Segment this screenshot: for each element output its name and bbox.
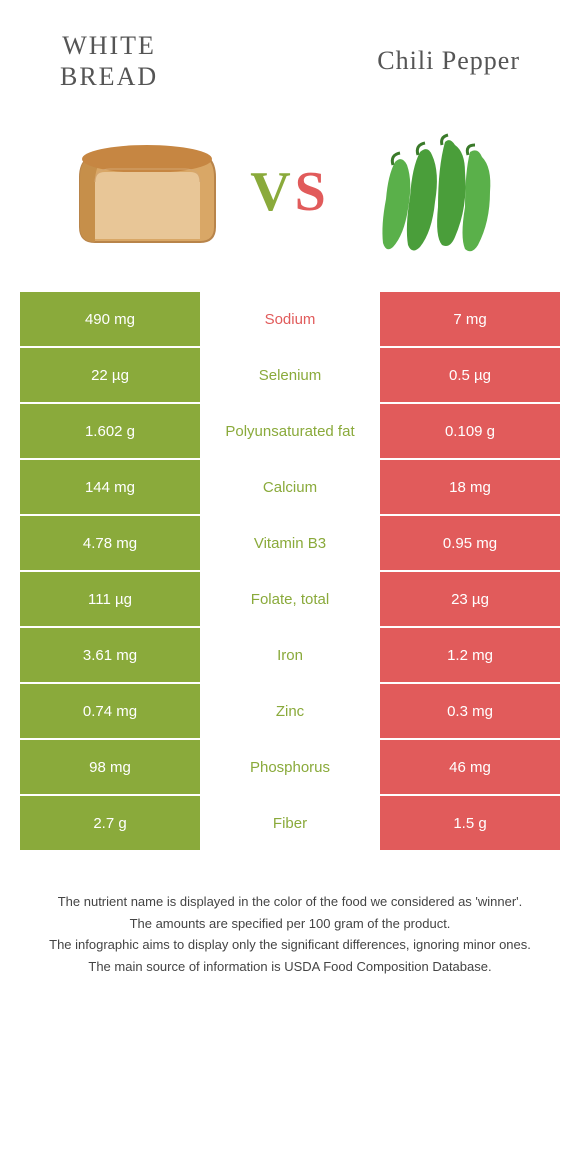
left-value: 0.74 mg xyxy=(20,684,200,738)
right-value: 0.5 µg xyxy=(380,348,560,402)
left-title-line2: Bread xyxy=(60,61,158,92)
left-value: 98 mg xyxy=(20,740,200,794)
right-value: 0.3 mg xyxy=(380,684,560,738)
bread-icon xyxy=(60,122,230,262)
left-value: 1.602 g xyxy=(20,404,200,458)
vs-label: VS xyxy=(250,160,330,224)
footer-line3: The infographic aims to display only the… xyxy=(30,935,550,955)
right-value: 0.95 mg xyxy=(380,516,560,570)
nutrient-label: Folate, total xyxy=(200,572,380,626)
chili-pepper-icon xyxy=(350,122,520,262)
nutrient-label: Polyunsaturated fat xyxy=(200,404,380,458)
table-row: 111 µgFolate, total23 µg xyxy=(20,572,560,628)
nutrient-label: Selenium xyxy=(200,348,380,402)
vs-v-letter: V xyxy=(250,161,294,223)
right-value: 46 mg xyxy=(380,740,560,794)
footer-line1: The nutrient name is displayed in the co… xyxy=(30,892,550,912)
table-row: 98 mgPhosphorus46 mg xyxy=(20,740,560,796)
header: White Bread Chili Pepper xyxy=(0,0,580,102)
table-row: 4.78 mgVitamin B30.95 mg xyxy=(20,516,560,572)
left-food-title: White Bread xyxy=(60,30,158,92)
left-value: 490 mg xyxy=(20,292,200,346)
table-row: 3.61 mgIron1.2 mg xyxy=(20,628,560,684)
table-row: 0.74 mgZinc0.3 mg xyxy=(20,684,560,740)
footer-notes: The nutrient name is displayed in the co… xyxy=(0,852,580,998)
vs-s-letter: S xyxy=(295,161,330,223)
right-value: 1.5 g xyxy=(380,796,560,850)
table-row: 490 mgSodium7 mg xyxy=(20,292,560,348)
nutrient-table: 490 mgSodium7 mg22 µgSelenium0.5 µg1.602… xyxy=(20,292,560,852)
vs-row: VS xyxy=(0,102,580,292)
right-value: 0.109 g xyxy=(380,404,560,458)
left-title-line1: White xyxy=(60,30,158,61)
left-value: 22 µg xyxy=(20,348,200,402)
nutrient-label: Fiber xyxy=(200,796,380,850)
right-food-title: Chili Pepper xyxy=(377,46,520,76)
nutrient-label: Phosphorus xyxy=(200,740,380,794)
left-value: 111 µg xyxy=(20,572,200,626)
nutrient-label: Iron xyxy=(200,628,380,682)
left-value: 4.78 mg xyxy=(20,516,200,570)
footer-line4: The main source of information is USDA F… xyxy=(30,957,550,977)
table-row: 1.602 gPolyunsaturated fat0.109 g xyxy=(20,404,560,460)
right-value: 18 mg xyxy=(380,460,560,514)
right-value: 1.2 mg xyxy=(380,628,560,682)
left-value: 144 mg xyxy=(20,460,200,514)
left-value: 3.61 mg xyxy=(20,628,200,682)
nutrient-label: Zinc xyxy=(200,684,380,738)
nutrient-label: Vitamin B3 xyxy=(200,516,380,570)
table-row: 144 mgCalcium18 mg xyxy=(20,460,560,516)
table-row: 2.7 gFiber1.5 g xyxy=(20,796,560,852)
nutrient-label: Sodium xyxy=(200,292,380,346)
table-row: 22 µgSelenium0.5 µg xyxy=(20,348,560,404)
footer-line2: The amounts are specified per 100 gram o… xyxy=(30,914,550,934)
right-value: 23 µg xyxy=(380,572,560,626)
right-value: 7 mg xyxy=(380,292,560,346)
left-value: 2.7 g xyxy=(20,796,200,850)
nutrient-label: Calcium xyxy=(200,460,380,514)
